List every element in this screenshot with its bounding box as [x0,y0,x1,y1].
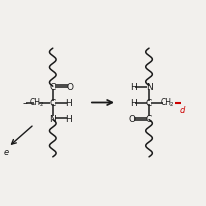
Text: CH: CH [159,97,170,106]
Text: C: C [49,98,56,108]
Text: O: O [128,114,135,123]
Text: H: H [65,98,71,108]
Text: C: C [49,83,56,92]
Text: C: C [145,98,151,108]
Text: O: O [66,83,73,92]
Text: H: H [65,114,71,123]
Text: H: H [130,83,136,92]
Text: C: C [145,114,151,123]
Text: –: – [22,97,27,107]
Text: H: H [130,98,136,108]
Text: N: N [145,83,152,92]
Text: N: N [49,114,56,123]
Text: 2: 2 [169,101,173,106]
Text: CH: CH [29,97,40,106]
Text: 2: 2 [39,101,42,106]
Text: d: d [179,105,184,114]
Text: e: e [4,147,9,157]
